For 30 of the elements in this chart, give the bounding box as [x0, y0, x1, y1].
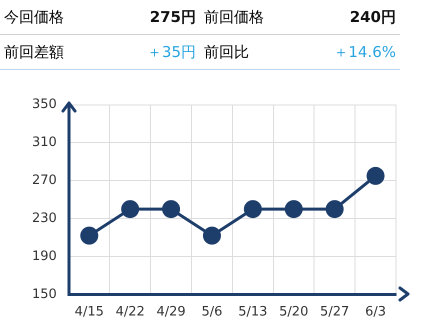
- point: [284, 200, 303, 218]
- y-tick-label: 350: [32, 97, 57, 112]
- text: ＋14.6%: [333, 42, 396, 62]
- y-tick-label: 150: [32, 286, 57, 302]
- point: [162, 200, 180, 218]
- text: ＋35円: [146, 42, 196, 62]
- point: [80, 226, 98, 245]
- y-tick-label: 190: [32, 248, 57, 264]
- text: 240円: [350, 8, 396, 26]
- point: [121, 200, 140, 218]
- x-tick-label: 6/3: [365, 304, 386, 320]
- point: [366, 166, 385, 185]
- text: 前回価格: [204, 8, 264, 26]
- x-tick-label: 5/6: [201, 304, 222, 320]
- text: 前回比: [204, 42, 249, 62]
- x-tick-label: 4/22: [116, 304, 145, 320]
- text: 今回価格: [4, 8, 64, 26]
- x-tick-label: 4/15: [74, 304, 104, 320]
- x-tick-label: 4/29: [156, 304, 186, 320]
- point: [202, 226, 221, 245]
- text: 前回差額: [4, 42, 64, 62]
- point: [244, 200, 262, 218]
- text: 275円: [150, 8, 196, 26]
- y-tick-label: 230: [32, 210, 57, 226]
- x-tick-label: 5/27: [320, 304, 350, 320]
- x-tick-label: 5/20: [279, 304, 308, 320]
- point: [326, 200, 344, 218]
- y-tick-label: 270: [32, 173, 57, 188]
- x-tick-label: 5/13: [238, 304, 268, 320]
- y-tick-label: 310: [32, 135, 57, 150]
